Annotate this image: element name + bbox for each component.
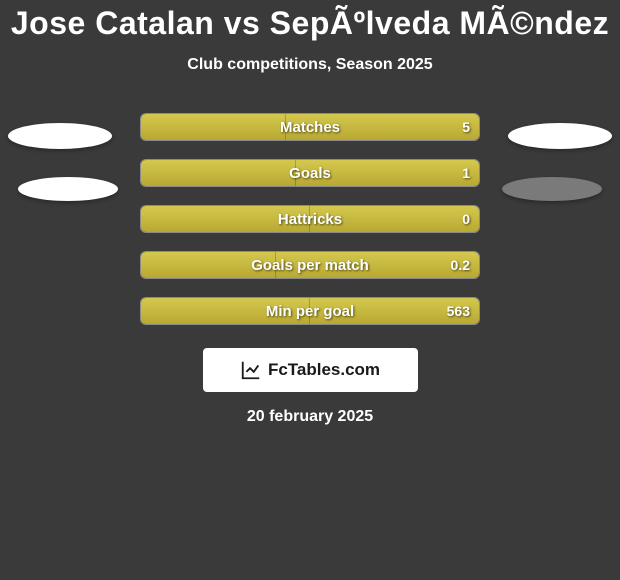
page-title: Jose Catalan vs SepÃºlveda MÃ©ndez [11, 5, 609, 42]
stat-label: Hattricks [278, 211, 342, 228]
stat-fill-left [141, 160, 296, 186]
stat-label: Goals [289, 165, 331, 182]
stat-value-right: 563 [447, 303, 470, 319]
stat-bar: Hattricks [140, 205, 480, 233]
stat-label: Min per goal [266, 303, 354, 320]
stat-fill-left [141, 114, 286, 140]
stat-value-right: 1 [462, 165, 470, 181]
brand-text: FcTables.com [268, 360, 380, 380]
stat-value-right: 0 [462, 211, 470, 227]
stat-value-right: 0.2 [451, 257, 470, 273]
stat-row: Goals per match 0.2 [0, 242, 620, 288]
brand-badge[interactable]: FcTables.com [203, 348, 418, 392]
stat-label: Matches [280, 119, 340, 136]
stat-row: Goals 1 [0, 150, 620, 196]
stat-label: Goals per match [251, 257, 369, 274]
chart-icon [240, 359, 262, 381]
stat-row: Hattricks 0 [0, 196, 620, 242]
stat-bar: Matches [140, 113, 480, 141]
page-subtitle: Club competitions, Season 2025 [187, 56, 432, 74]
stat-bar: Goals per match [140, 251, 480, 279]
stat-bar: Goals [140, 159, 480, 187]
stat-value-right: 5 [462, 119, 470, 135]
stats-container: Matches 5 Goals 1 Hattricks 0 Goals per … [0, 104, 620, 334]
stat-bar: Min per goal [140, 297, 480, 325]
stat-row: Matches 5 [0, 104, 620, 150]
footer-date: 20 february 2025 [247, 408, 373, 426]
stat-row: Min per goal 563 [0, 288, 620, 334]
